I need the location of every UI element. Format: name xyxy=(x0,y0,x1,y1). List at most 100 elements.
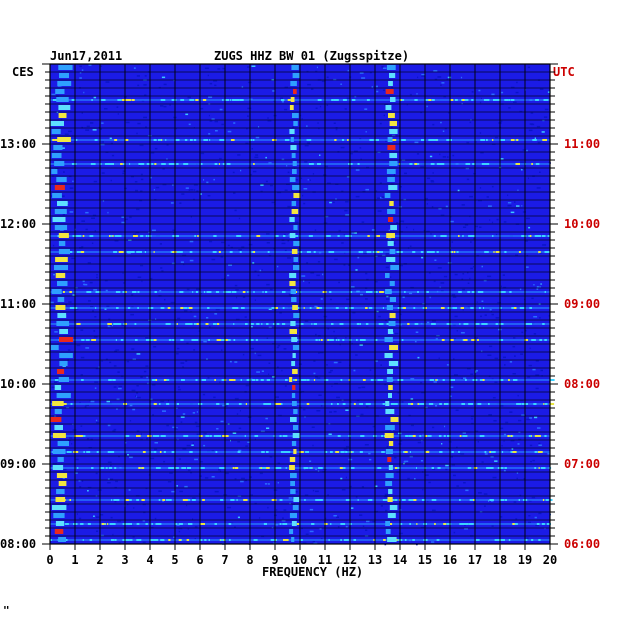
band-speck xyxy=(339,323,344,325)
noise-speck xyxy=(314,305,318,308)
noise-speck xyxy=(144,94,147,96)
band-speck xyxy=(153,339,157,341)
noise-speck xyxy=(356,399,360,402)
noise-speck xyxy=(225,472,229,475)
noise-speck xyxy=(140,433,142,435)
noise-speck xyxy=(69,437,73,439)
noise-speck xyxy=(409,292,413,295)
band-speck xyxy=(208,539,210,541)
noise-speck xyxy=(52,98,56,100)
vertical-band-cell xyxy=(54,185,65,190)
band-speck xyxy=(209,139,211,141)
noise-speck xyxy=(453,474,456,477)
noise-speck xyxy=(361,386,366,389)
noise-speck xyxy=(414,478,416,480)
vertical-band-cell xyxy=(388,81,393,86)
vertical-band-cell xyxy=(56,393,71,398)
noise-speck xyxy=(186,504,188,507)
noise-speck xyxy=(490,456,494,458)
noise-speck xyxy=(379,196,383,199)
noise-speck xyxy=(176,427,178,429)
band-speck xyxy=(283,235,286,237)
band-speck xyxy=(301,379,306,381)
noise-speck xyxy=(529,123,534,125)
noise-speck xyxy=(398,532,403,535)
band-speck xyxy=(141,467,144,469)
noise-speck xyxy=(264,483,268,485)
noise-speck xyxy=(304,161,308,163)
noise-speck xyxy=(239,410,241,412)
vertical-band-cell xyxy=(291,441,297,446)
band-speck xyxy=(76,235,82,237)
noise-speck xyxy=(194,421,198,424)
band-speck xyxy=(359,403,363,405)
band-speck xyxy=(194,339,199,341)
noise-speck xyxy=(394,332,399,335)
band-speck xyxy=(317,163,321,165)
band-speck xyxy=(158,139,161,141)
band-speck xyxy=(204,539,207,541)
noise-speck xyxy=(536,286,539,288)
band-speck xyxy=(110,451,115,453)
noise-speck xyxy=(250,494,253,496)
band-speck xyxy=(508,99,511,101)
noise-speck xyxy=(480,315,482,318)
band-speck xyxy=(379,379,384,381)
noise-speck xyxy=(437,267,442,269)
noise-speck xyxy=(111,154,115,157)
band-speck xyxy=(446,139,450,141)
band-speck xyxy=(412,539,415,541)
band-speck xyxy=(483,323,488,325)
noise-speck xyxy=(255,154,259,156)
band-speck xyxy=(112,163,114,165)
band-speck xyxy=(293,235,298,237)
noise-speck xyxy=(365,405,369,408)
band-speck xyxy=(400,99,402,101)
noise-speck xyxy=(433,280,436,283)
noise-speck xyxy=(313,372,316,375)
noise-speck xyxy=(515,254,519,256)
band-speck xyxy=(521,235,525,237)
vertical-band-cell xyxy=(290,97,295,102)
noise-speck xyxy=(443,95,447,98)
noise-speck xyxy=(357,256,360,259)
band-speck xyxy=(135,339,137,341)
noise-speck xyxy=(469,195,473,198)
noise-speck xyxy=(522,168,525,170)
noise-speck xyxy=(203,444,206,447)
band-speck xyxy=(187,307,190,309)
band-speck xyxy=(542,139,547,141)
vertical-band-cell xyxy=(54,385,62,390)
noise-speck xyxy=(481,461,484,463)
noise-speck xyxy=(166,144,169,146)
noise-speck xyxy=(101,122,104,124)
noise-speck xyxy=(361,486,364,488)
noise-speck xyxy=(488,414,492,416)
vertical-band-cell xyxy=(54,161,65,166)
noise-speck xyxy=(135,231,140,234)
band-speck xyxy=(165,323,169,325)
noise-speck xyxy=(211,258,216,261)
noise-speck xyxy=(51,195,53,197)
noise-speck xyxy=(440,282,445,284)
noise-speck xyxy=(79,486,82,488)
band-speck xyxy=(181,379,185,381)
band-speck xyxy=(345,499,350,501)
vertical-band-cell xyxy=(385,289,392,294)
band-speck xyxy=(280,451,286,453)
noise-speck xyxy=(416,93,418,95)
noise-speck xyxy=(508,107,511,109)
noise-speck xyxy=(402,296,405,299)
grid-lines xyxy=(49,63,551,545)
noise-speck xyxy=(410,424,414,427)
noise-speck xyxy=(112,533,114,536)
vertical-band-cell xyxy=(289,465,295,470)
noise-speck xyxy=(484,314,487,316)
band-speck xyxy=(428,403,434,405)
band-speck xyxy=(168,339,172,341)
noise-speck xyxy=(173,232,175,234)
noise-speck xyxy=(265,180,268,183)
noise-speck xyxy=(158,490,162,492)
vertical-band-cell xyxy=(292,73,300,78)
